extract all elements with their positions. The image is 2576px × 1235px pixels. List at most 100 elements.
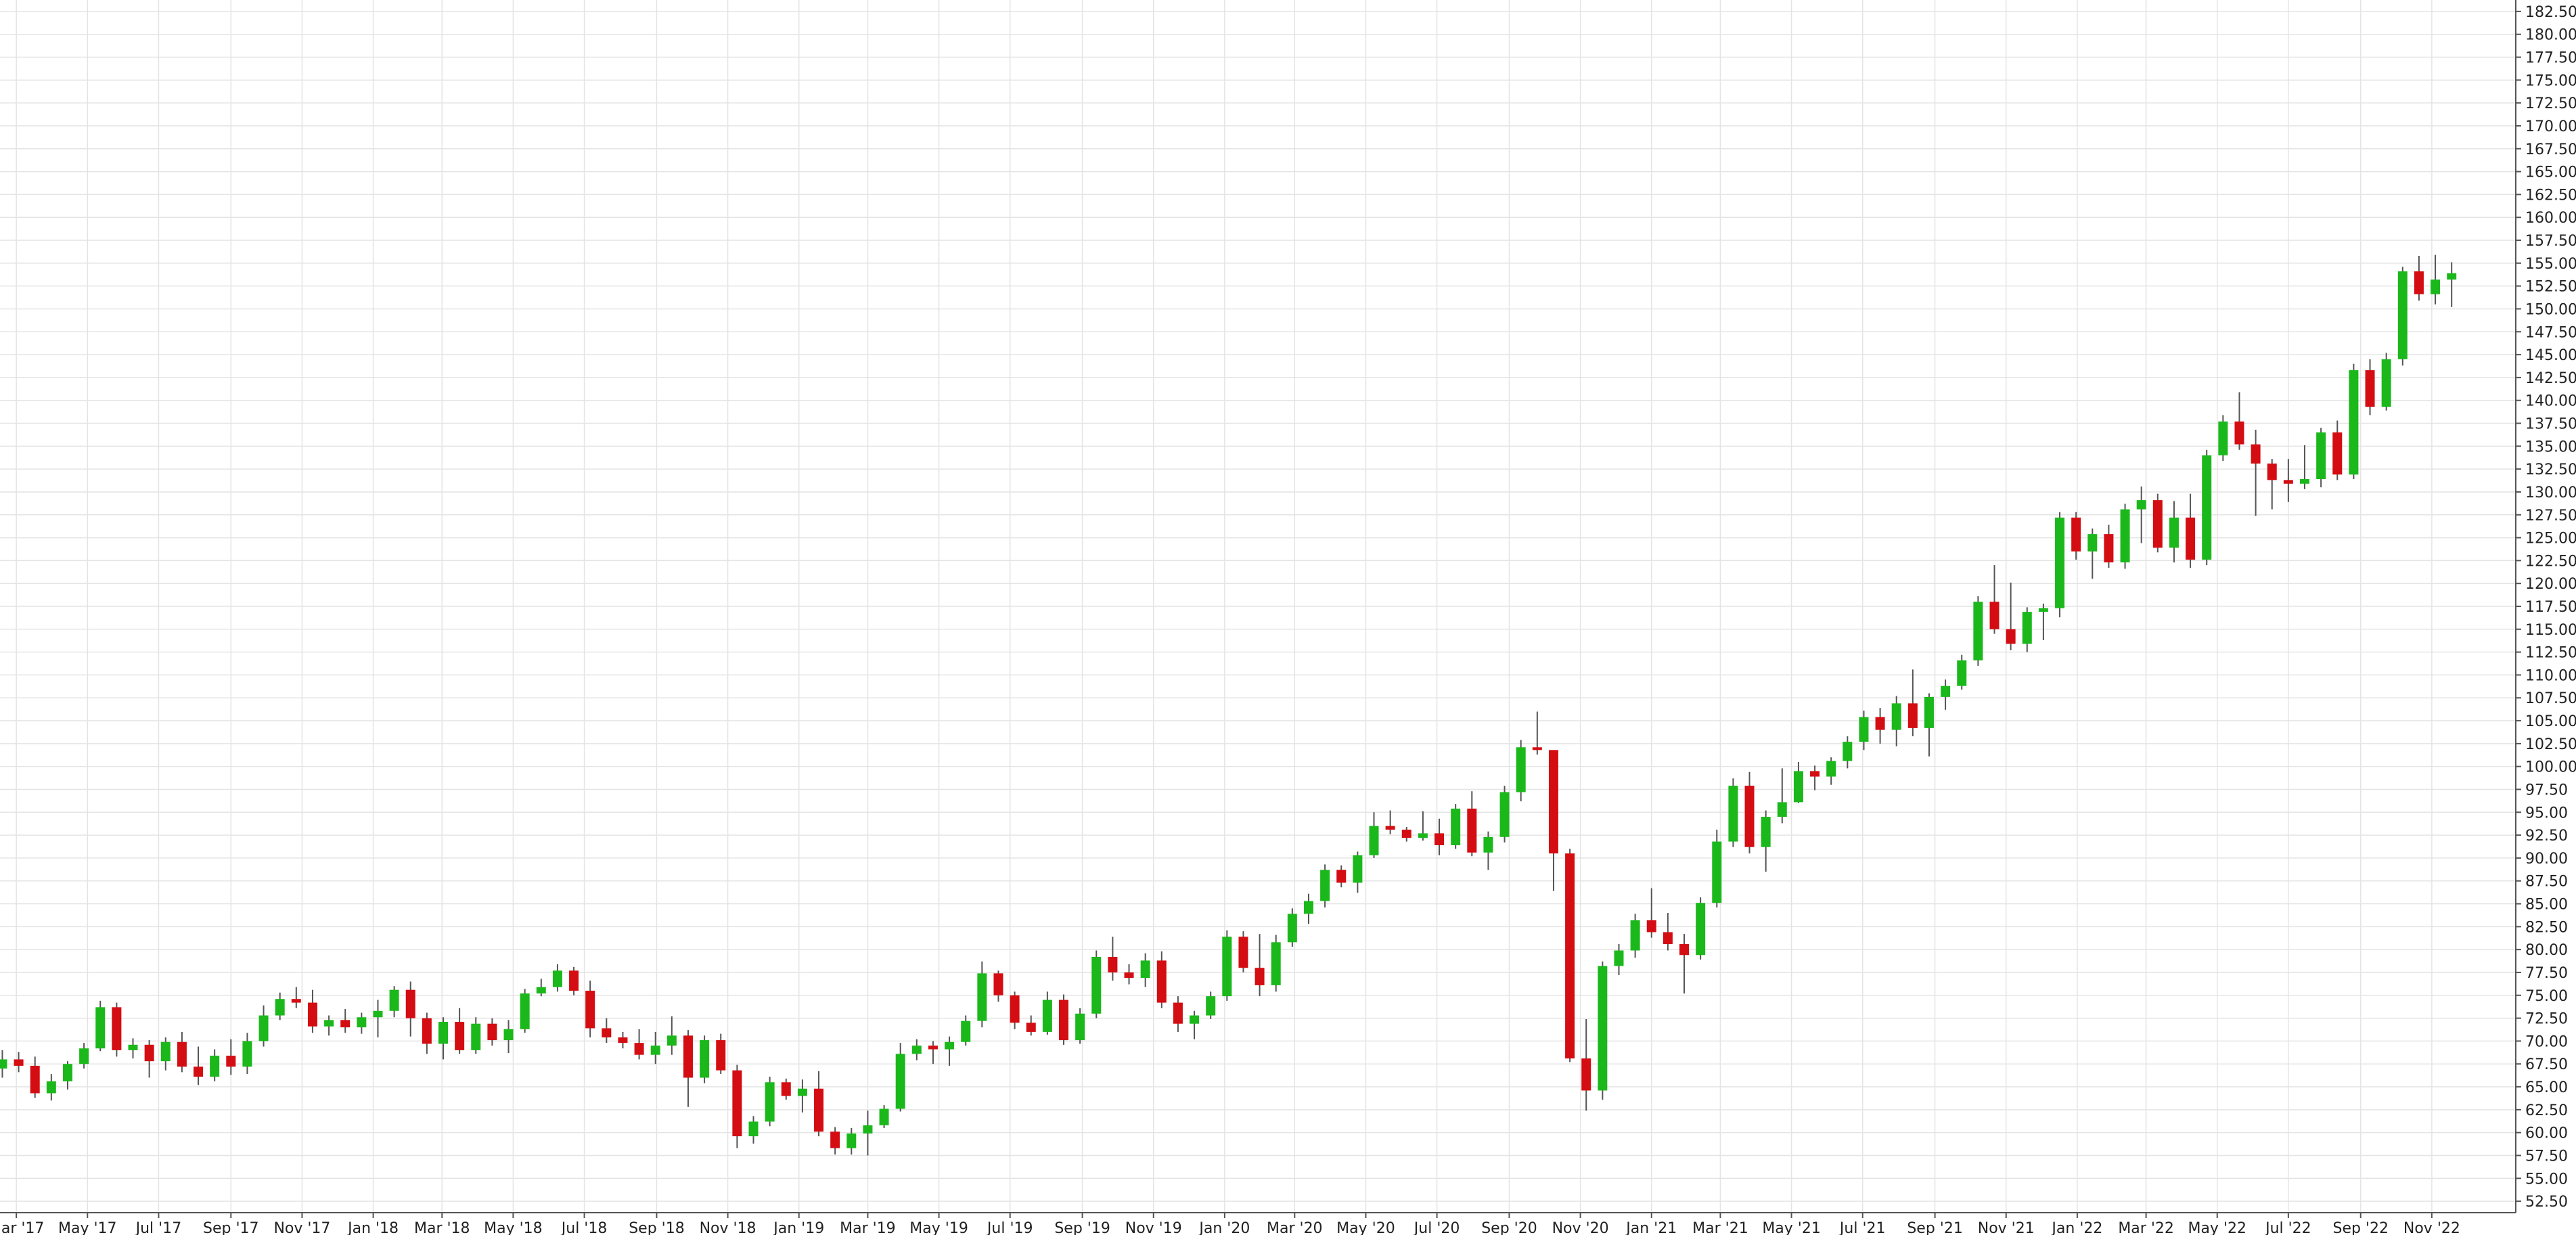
x-tick-label: May '22 [2188, 1220, 2246, 1235]
candle-up [2349, 363, 2359, 480]
candle-up [46, 1074, 56, 1101]
candle-down [928, 1041, 938, 1064]
candle-body [2120, 509, 2130, 563]
candle-body [1761, 817, 1771, 847]
x-axis-ticks: Mar '17 May '17 Jul '17 Sep '17 Nov '17 Jan '… [0, 1213, 2460, 1235]
x-tick-label: Sep '21 [1907, 1220, 1963, 1235]
candle-body [1483, 836, 1493, 853]
candle-body [2202, 455, 2212, 560]
x-tick-label: Jul '17 [135, 1220, 182, 1235]
y-tick-label: 152.50 [2525, 279, 2576, 296]
candle-body [177, 1041, 187, 1067]
candle-body [814, 1088, 824, 1132]
y-tick-label: 77.50 [2525, 965, 2568, 982]
candle-body [2267, 464, 2277, 480]
candle-down [2414, 256, 2424, 301]
y-tick-label: 82.50 [2525, 919, 2568, 936]
y-tick-label: 100.00 [2525, 759, 2576, 776]
candle-body [1369, 826, 1379, 855]
candle-down [1124, 964, 1134, 985]
x-tick-label: Jul '22 [2264, 1220, 2311, 1235]
x-tick-label: Jan '18 [346, 1220, 399, 1235]
candle-up [1826, 757, 1836, 785]
y-tick-label: 67.50 [2525, 1056, 2568, 1073]
candle-body [291, 999, 301, 1003]
candle-up [210, 1049, 220, 1081]
candle-up [2038, 603, 2048, 641]
candle-body [340, 1020, 351, 1028]
candle-body [961, 1020, 971, 1042]
candle-body [1124, 972, 1134, 979]
x-tick-label: May '21 [1762, 1220, 1821, 1235]
x-tick-label: Sep '17 [203, 1220, 259, 1235]
candle-body [1712, 841, 1722, 903]
candle-down [1907, 669, 1918, 737]
candle-up [1793, 761, 1803, 803]
candle-body [1451, 808, 1461, 845]
y-tick-label: 107.50 [2525, 690, 2576, 707]
x-tick-label: Jul '18 [560, 1220, 608, 1235]
candle-body [1320, 870, 1330, 901]
y-tick-label: 142.50 [2525, 370, 2576, 387]
candle-body [2447, 273, 2457, 280]
candle-body [242, 1041, 252, 1067]
candle-up [389, 986, 399, 1018]
candle-up [1091, 950, 1102, 1018]
candle-up [2431, 254, 2441, 305]
candle-body [716, 1040, 726, 1071]
candle-body [1989, 602, 1999, 629]
candle-body [683, 1035, 693, 1078]
candle-body [1646, 920, 1656, 933]
candle-up [471, 1017, 481, 1054]
x-tick-label: Mar '19 [840, 1220, 896, 1235]
candle-up [1075, 1008, 1085, 1044]
candle-down [1385, 810, 1395, 834]
y-tick-label: 80.00 [2525, 942, 2568, 959]
x-tick-label: Mar '17 [0, 1220, 44, 1235]
candle-up [961, 1015, 971, 1046]
candle-body [357, 1017, 367, 1028]
candle-body [1271, 942, 1281, 985]
x-tick-label: Nov '17 [273, 1220, 330, 1235]
candle-up [2381, 353, 2391, 411]
y-tick-label: 55.00 [2525, 1171, 2568, 1188]
candle-down [634, 1029, 644, 1060]
candle-body [1891, 703, 1901, 730]
y-tick-label: 112.50 [2525, 645, 2576, 662]
y-tick-label: 180.00 [2525, 27, 2576, 44]
candle-body [993, 973, 1003, 995]
x-tick-label: Mar '21 [1692, 1220, 1748, 1235]
candle-body [1924, 696, 1934, 728]
candle-body [46, 1081, 56, 1094]
candle-up [1353, 851, 1363, 893]
candle-up [1843, 736, 1853, 769]
candle-down [585, 981, 595, 1038]
candle-body [1728, 786, 1738, 842]
candle-body [1826, 761, 1836, 777]
x-tick-label: Jul '19 [986, 1220, 1033, 1235]
candle-down [716, 1033, 726, 1075]
candle-up [242, 1033, 252, 1075]
candle-up [2316, 428, 2326, 488]
y-tick-label: 165.00 [2525, 164, 2576, 181]
candle-up [765, 1077, 775, 1127]
x-tick-label: Nov '22 [2403, 1220, 2460, 1235]
candle-body [2349, 370, 2359, 475]
candle-body [79, 1048, 89, 1064]
candle-up [2300, 445, 2310, 489]
candle-down [307, 989, 317, 1033]
x-tick-label: Mar '22 [2118, 1220, 2174, 1235]
candle-body [275, 999, 285, 1016]
candle-up [1320, 864, 1330, 907]
x-tick-label: May '20 [1336, 1220, 1395, 1235]
candle-body [1793, 771, 1803, 803]
candle-body [1548, 750, 1558, 854]
candle-body [1353, 855, 1363, 883]
candle-body [2006, 629, 2016, 644]
candle-down [1663, 913, 1673, 951]
candle-body [30, 1065, 40, 1094]
y-tick-label: 65.00 [2525, 1079, 2568, 1096]
candle-up [1499, 786, 1510, 843]
candle-down [1548, 750, 1558, 891]
candle-body [928, 1046, 938, 1050]
